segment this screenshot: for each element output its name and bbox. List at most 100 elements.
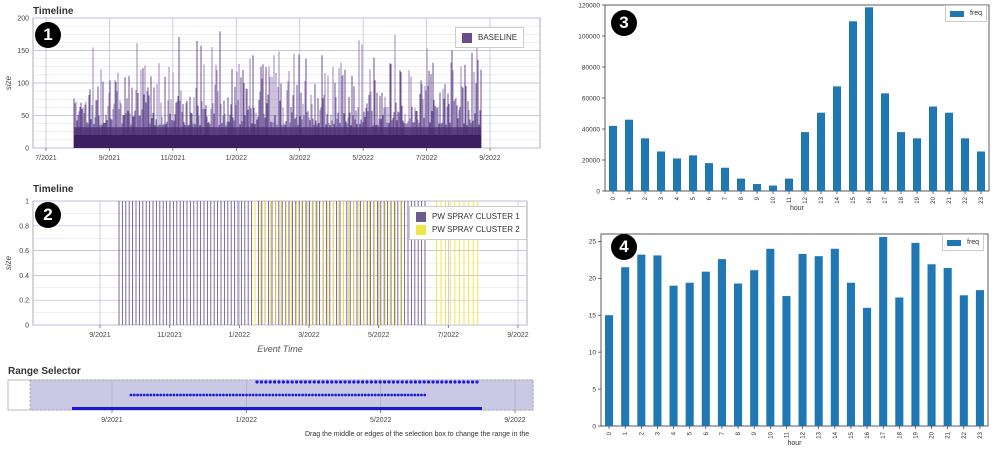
y-tick-label: 80000: [582, 64, 600, 71]
y-tick-label: 120000: [578, 2, 600, 9]
range-dot: [357, 393, 361, 397]
range-dot: [403, 393, 407, 397]
legend-swatch: [416, 224, 426, 235]
x-tick-label: 3/2022: [289, 155, 311, 162]
x-tick-label: 7: [720, 431, 726, 435]
range-dot: [334, 393, 337, 397]
x-tick-label: 23: [978, 431, 984, 438]
x-tick-label: 13: [817, 431, 823, 438]
bar-6: [705, 163, 713, 191]
bar-7: [717, 259, 726, 426]
x-tick-label: 9/2022: [504, 417, 526, 424]
legend-item-cluster2[interactable]: PW SPRAY CLUSTER 2: [416, 223, 520, 236]
range-dot: [453, 380, 457, 384]
bar-4: [673, 158, 681, 191]
legend-label: freq: [970, 10, 983, 17]
range-dot: [321, 380, 325, 384]
range-dot: [431, 380, 435, 384]
legend: freq: [945, 5, 988, 22]
range-dot: [259, 380, 263, 384]
range-dot: [284, 393, 288, 397]
range-dot: [273, 380, 277, 384]
range-dot: [416, 393, 420, 397]
x-tick-label: 14: [835, 196, 841, 203]
badge-2: 2: [35, 202, 61, 228]
range-selector-plot[interactable]: 9/2021 1/2022 5/2022 9/2022: [0, 378, 545, 448]
range-dot: [169, 393, 173, 397]
timeline-baseline-panel: Timeline 0 50 100 150 200 7/2021 9/2021 11/2021…: [0, 0, 545, 170]
range-dot: [218, 393, 222, 397]
range-dot: [343, 380, 347, 384]
range-dot: [396, 380, 400, 384]
range-dot: [350, 393, 354, 397]
range-dot-row: [255, 380, 479, 384]
range-dot: [314, 393, 318, 397]
legend-item-freq[interactable]: freq: [950, 8, 982, 19]
range-dot: [367, 393, 370, 397]
range-dot: [281, 380, 285, 384]
range-dot: [255, 393, 258, 397]
range-dot: [286, 380, 290, 384]
legend-swatch: [416, 211, 426, 222]
bar-5: [685, 282, 694, 426]
legend-item-baseline[interactable]: BASELINE: [462, 31, 517, 44]
bar-9: [750, 270, 759, 426]
x-tick-label: 21: [946, 431, 952, 438]
range-dot: [325, 380, 329, 384]
bar-2: [641, 138, 649, 191]
x-tick-label: 5: [691, 196, 697, 200]
y-tick-label: 50: [21, 113, 29, 120]
x-tick-label: 10: [771, 196, 777, 203]
x-axis-label: hour: [787, 440, 802, 447]
range-dot: [264, 380, 268, 384]
range-dot: [303, 380, 307, 384]
x-tick-label: 18: [897, 431, 903, 438]
bar-13: [814, 256, 823, 426]
bar-15: [846, 282, 855, 426]
x-tick-label: 2: [639, 431, 645, 435]
legend-swatch: [950, 10, 964, 17]
range-dot: [261, 393, 265, 397]
legend-item-cluster1[interactable]: PW SPRAY CLUSTER 1: [416, 210, 520, 223]
bar-11: [785, 178, 793, 191]
x-tick-label: 6: [704, 431, 710, 435]
y-tick-label: 5: [592, 386, 596, 393]
range-dot: [295, 380, 299, 384]
y-tick-label: 100: [17, 81, 29, 88]
range-dot: [205, 393, 209, 397]
range-dot: [172, 393, 176, 397]
range-dot: [406, 393, 410, 397]
range-dot: [165, 393, 169, 397]
legend-item-freq[interactable]: freq: [947, 237, 979, 248]
range-dot: [444, 380, 448, 384]
bar-4: [669, 285, 678, 426]
x-tick-label: 11: [784, 431, 790, 438]
x-tick-label: 15: [849, 431, 855, 438]
range-dot: [361, 380, 365, 384]
bar-22: [961, 138, 969, 191]
bar-9: [753, 184, 761, 191]
timeline-baseline-plot[interactable]: 0 50 100 150 200 7/2021 9/2021 11/2021 1/2022 3/2…: [0, 0, 545, 170]
range-dot: [175, 393, 179, 397]
x-tick-label: 5/2022: [352, 155, 374, 162]
bar-8: [737, 178, 745, 191]
range-dot: [281, 393, 285, 397]
bar-19: [911, 242, 920, 426]
bar-10: [766, 248, 775, 426]
range-dot: [139, 393, 143, 397]
x-tick-label: 15: [851, 196, 857, 203]
range-dot: [324, 393, 328, 397]
range-dot: [449, 380, 453, 384]
range-dot: [391, 380, 395, 384]
range-dot: [380, 393, 384, 397]
x-tick-label: 21: [947, 196, 953, 203]
x-tick-label: 19: [913, 431, 919, 438]
range-dot: [156, 393, 159, 397]
range-dot: [212, 393, 215, 397]
range-dot: [179, 393, 182, 397]
range-dot: [268, 380, 272, 384]
x-tick-label: 12: [801, 431, 807, 438]
y-tick-label: 0.2: [19, 298, 29, 305]
